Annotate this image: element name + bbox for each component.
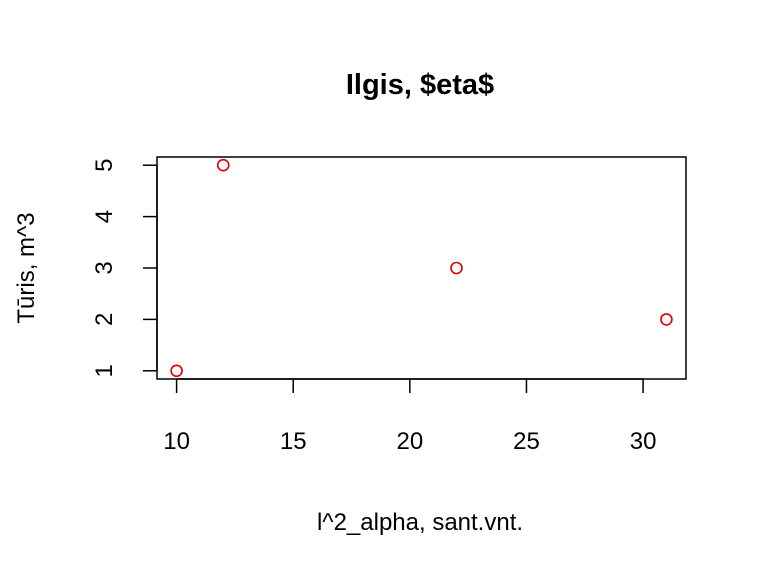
x-axis-label: l^2_alpha, sant.vnt.: [317, 509, 523, 536]
plot-frame: [157, 157, 686, 379]
x-tick-label: 10: [163, 428, 190, 455]
x-tick-label: 30: [630, 428, 657, 455]
y-tick-label: 5: [91, 159, 118, 172]
data-point: [451, 263, 462, 274]
y-tick-label: 4: [91, 210, 118, 223]
chart-title: Ilgis, $eta$: [346, 69, 494, 101]
data-point: [218, 160, 229, 171]
x-axis: 10 15 20 25 30: [163, 379, 656, 455]
data-point: [171, 365, 182, 376]
y-axis: 1 2 3 4 5: [91, 159, 157, 378]
y-tick-label: 1: [91, 364, 118, 377]
y-tick-label: 2: [91, 313, 118, 326]
x-tick-label: 20: [396, 428, 423, 455]
y-tick-label: 3: [91, 261, 118, 274]
x-tick-label: 15: [280, 428, 307, 455]
y-axis-label: Tūris, m^3: [13, 212, 40, 323]
data-point: [661, 314, 672, 325]
x-tick-label: 25: [513, 428, 540, 455]
data-points: [171, 160, 672, 377]
